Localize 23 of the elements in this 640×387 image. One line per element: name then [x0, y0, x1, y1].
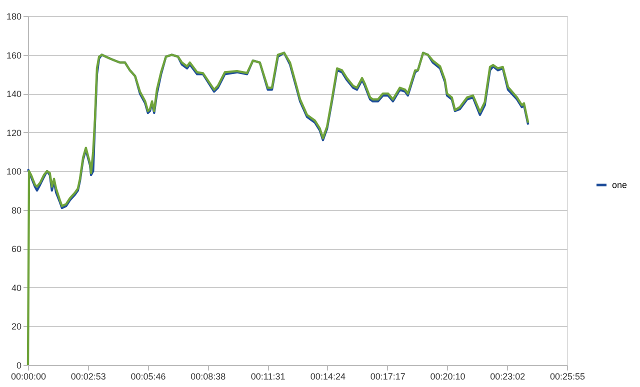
y-tick-label: 140 — [6, 89, 22, 100]
x-tick-label: 00:14:24 — [310, 372, 346, 382]
y-tick-label: 60 — [11, 244, 22, 254]
y-tick-label: 100 — [6, 166, 22, 177]
y-tick-label: 80 — [11, 205, 22, 216]
line-series — [26, 52, 530, 366]
x-tick-label: 00:17:17 — [370, 372, 406, 382]
x-tick-label: 00:20:10 — [430, 372, 466, 382]
legend-label: one — [612, 180, 628, 190]
y-tick-label: 120 — [6, 128, 22, 138]
x-tick-label: 00:02:53 — [70, 372, 106, 382]
line-series — [26, 52, 530, 210]
y-tick-label: 40 — [11, 282, 22, 293]
y-tick-label: 180 — [6, 12, 22, 22]
x-tick-label: 00:11:31 — [250, 372, 286, 382]
x-tick-label: 00:08:38 — [190, 372, 226, 382]
x-tick-label: 00:25:55 — [550, 372, 586, 382]
x-tick-label: 00:23:02 — [490, 372, 526, 382]
x-tick-label: 00:00:00 — [10, 372, 46, 382]
y-tick-label: 0 — [16, 360, 22, 370]
x-tick-label: 00:05:46 — [130, 372, 166, 382]
y-tick-label: 160 — [6, 50, 22, 60]
y-tick-label: 20 — [11, 322, 22, 332]
